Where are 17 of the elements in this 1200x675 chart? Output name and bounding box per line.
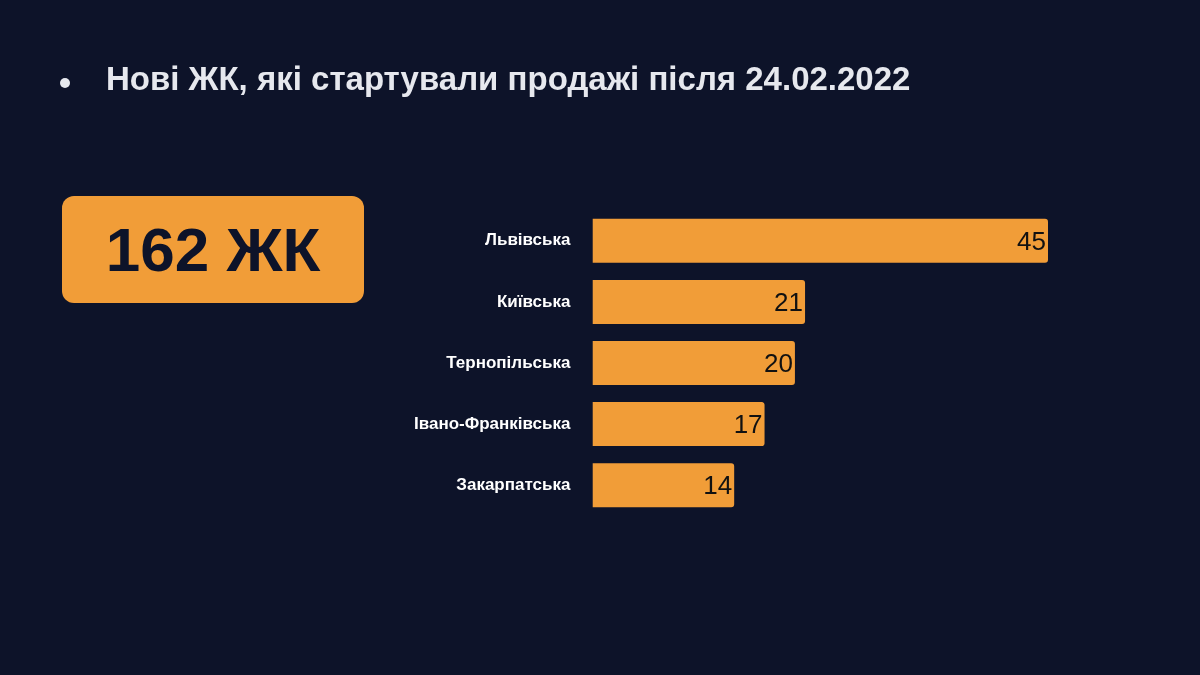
y-tick-label: Львівська — [485, 230, 571, 250]
data-label: 17 — [733, 409, 763, 440]
data-label: 21 — [774, 287, 804, 318]
data-label: 45 — [1017, 225, 1046, 256]
chart-title: Нові ЖК, які стартували продажі після 24.02.2022 — [106, 60, 911, 98]
y-tick-label: Київська — [496, 291, 571, 311]
y-tick-label: Івано-Франківська — [413, 413, 571, 433]
y-tick-label: Закарпатська — [456, 474, 571, 494]
data-label: 14 — [703, 470, 733, 501]
data-label: 20 — [764, 348, 793, 379]
text: 162 ЖК — [62, 196, 364, 303]
bar — [592, 463, 735, 508]
bar — [592, 279, 806, 324]
y-tick-label: Тернопільська — [446, 352, 571, 372]
bar — [592, 402, 765, 447]
bar — [592, 218, 1048, 263]
bar — [592, 341, 795, 385]
